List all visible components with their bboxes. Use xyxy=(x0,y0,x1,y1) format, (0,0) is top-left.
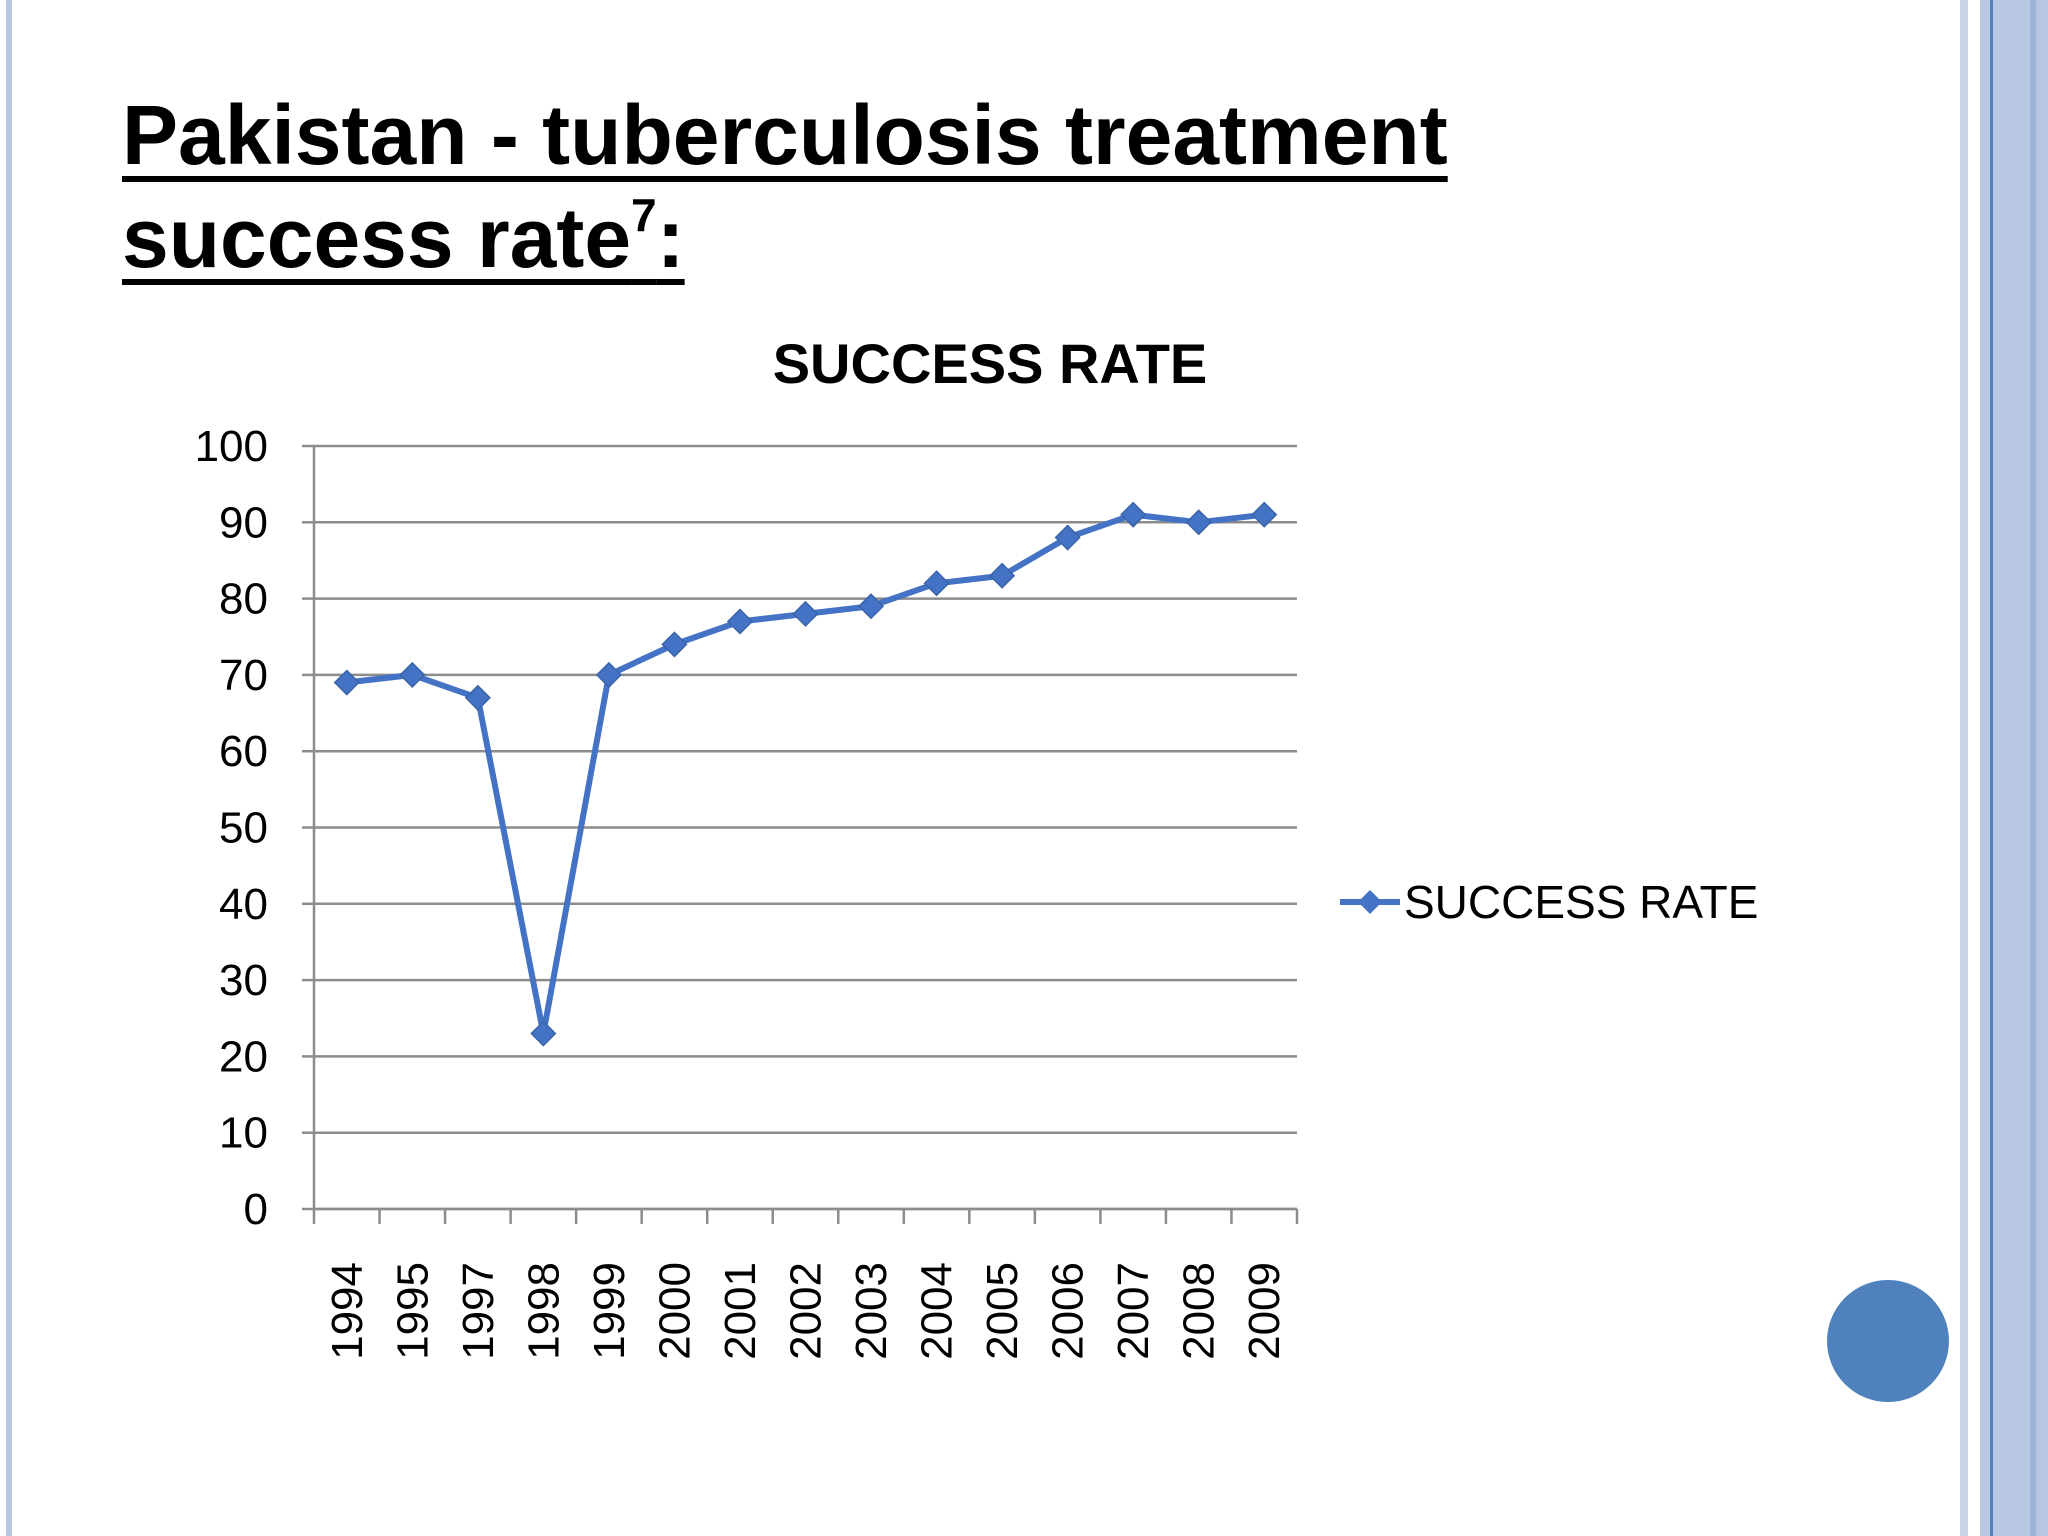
slide-title: Pakistan - tuberculosis treatment succes… xyxy=(122,84,1622,290)
y-tick-label: 0 xyxy=(244,1185,268,1234)
data-point-marker xyxy=(857,593,885,620)
title-line-1: Pakistan - tuberculosis treatment xyxy=(122,88,1448,182)
x-tick-label: 2004 xyxy=(913,1262,962,1360)
legend-marker-swatch xyxy=(1358,890,1382,914)
y-tick-label: 80 xyxy=(219,575,268,624)
data-point-marker xyxy=(464,684,491,711)
left-frame-border xyxy=(0,0,16,1536)
y-tick-label: 10 xyxy=(219,1109,268,1158)
x-tick-label: 1995 xyxy=(388,1262,437,1360)
legend-label: SUCCESS RATE xyxy=(1404,876,1758,928)
y-tick-label: 60 xyxy=(219,727,268,776)
x-tick-label: 1994 xyxy=(323,1262,372,1360)
x-tick-label: 2002 xyxy=(782,1262,831,1360)
data-point-marker xyxy=(1185,509,1212,536)
data-point-marker xyxy=(595,661,622,688)
y-tick-label: 100 xyxy=(195,422,268,471)
x-tick-label: 2006 xyxy=(1044,1262,1093,1360)
data-point-marker xyxy=(399,661,426,688)
decorative-circle xyxy=(1827,1280,1949,1402)
x-tick-label: 2001 xyxy=(716,1262,765,1360)
y-tick-label: 40 xyxy=(219,880,268,929)
data-point-marker xyxy=(923,570,950,597)
data-point-marker xyxy=(792,600,819,627)
chart-title: SUCCESS RATE xyxy=(773,332,1208,395)
y-tick-label: 90 xyxy=(219,498,268,547)
y-tick-label: 70 xyxy=(219,651,268,700)
data-point-marker xyxy=(333,669,360,696)
y-tick-label: 20 xyxy=(219,1032,268,1081)
data-point-marker xyxy=(661,631,688,658)
data-point-marker xyxy=(989,562,1016,589)
data-point-marker xyxy=(726,608,754,635)
x-tick-label: 2005 xyxy=(978,1262,1027,1360)
data-point-marker xyxy=(1251,501,1278,528)
data-point-marker xyxy=(1120,501,1147,528)
x-tick-label: 1997 xyxy=(454,1262,503,1360)
data-point-marker xyxy=(530,1020,557,1047)
x-tick-label: 2008 xyxy=(1175,1262,1224,1360)
data-point-marker xyxy=(1054,524,1081,551)
x-tick-label: 1998 xyxy=(519,1262,568,1360)
title-footnote-marker: 7 xyxy=(631,189,657,241)
x-tick-label: 2009 xyxy=(1240,1262,1289,1360)
series-line xyxy=(346,511,1265,1037)
x-tick-label: 2003 xyxy=(847,1262,896,1360)
y-tick-label: 30 xyxy=(219,956,268,1005)
x-tick-label: 2007 xyxy=(1109,1262,1158,1360)
x-tick-label: 1999 xyxy=(585,1262,634,1360)
right-frame-border xyxy=(1960,0,2048,1536)
x-tick-label: 2000 xyxy=(650,1262,699,1360)
title-colon: : xyxy=(656,191,685,285)
title-line-2: success rate xyxy=(122,191,632,285)
y-tick-label: 50 xyxy=(219,804,268,853)
